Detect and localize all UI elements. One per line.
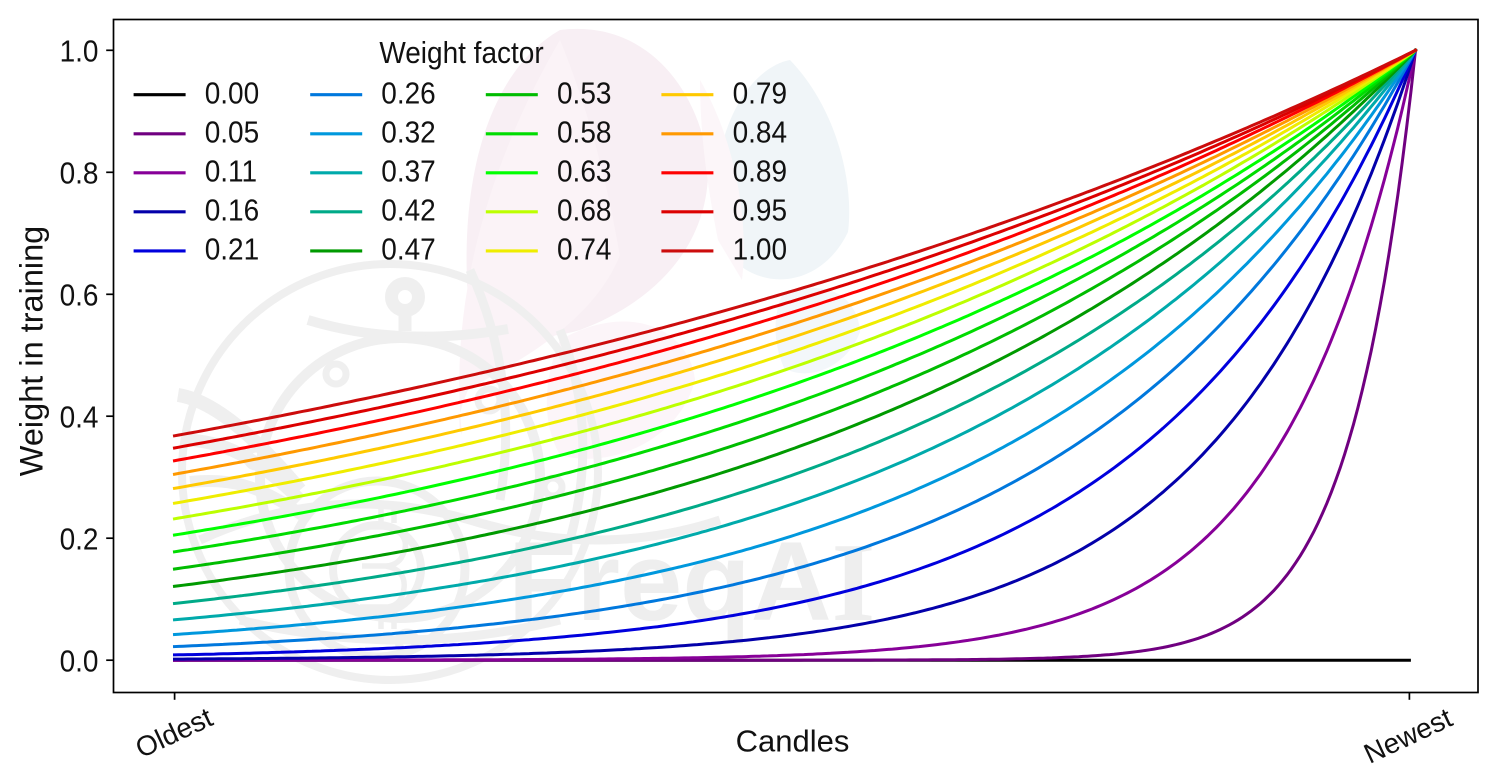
svg-text:0.42: 0.42 [381,194,435,228]
svg-text:0.79: 0.79 [733,76,787,110]
svg-text:0.8: 0.8 [60,156,99,190]
svg-text:0.21: 0.21 [205,233,259,267]
svg-text:Candles: Candles [736,724,850,759]
svg-text:0.26: 0.26 [381,76,435,110]
svg-text:0.4: 0.4 [60,400,99,434]
svg-text:FreqAI: FreqAI [508,519,875,645]
svg-text:0.37: 0.37 [381,155,435,189]
svg-text:0.32: 0.32 [381,115,435,149]
svg-text:Weight factor: Weight factor [379,36,544,70]
svg-text:0.68: 0.68 [557,194,611,228]
svg-text:0.63: 0.63 [557,155,611,189]
svg-text:0.00: 0.00 [205,76,259,110]
svg-text:1.0: 1.0 [60,34,99,68]
svg-text:0.11: 0.11 [205,155,257,189]
svg-text:1.00: 1.00 [733,233,787,267]
svg-text:0.89: 0.89 [733,155,787,189]
svg-text:0.6: 0.6 [60,278,99,312]
svg-text:0.47: 0.47 [381,233,435,267]
svg-text:0.0: 0.0 [60,644,99,678]
svg-text:0.2: 0.2 [60,522,99,556]
svg-text:0.58: 0.58 [557,115,611,149]
svg-text:Weight in training: Weight in training [14,226,50,477]
svg-text:0.74: 0.74 [557,233,611,267]
svg-text:0.53: 0.53 [557,76,611,110]
svg-text:0.95: 0.95 [733,194,787,228]
svg-text:0.05: 0.05 [205,115,259,149]
svg-text:0.84: 0.84 [733,115,787,149]
svg-text:0.16: 0.16 [205,194,259,228]
